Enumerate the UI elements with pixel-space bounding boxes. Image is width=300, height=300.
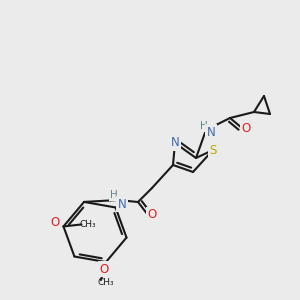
Text: N: N [207,125,215,139]
Text: CH₃: CH₃ [98,278,114,286]
Text: N: N [118,197,126,211]
Text: O: O [242,122,250,134]
Text: H: H [110,190,118,200]
Text: O: O [99,262,109,276]
Text: O: O [51,216,60,229]
Text: N: N [171,136,179,149]
Text: O: O [147,208,157,221]
Text: H: H [200,121,208,131]
Text: S: S [209,143,217,157]
Text: CH₃: CH₃ [80,220,96,229]
